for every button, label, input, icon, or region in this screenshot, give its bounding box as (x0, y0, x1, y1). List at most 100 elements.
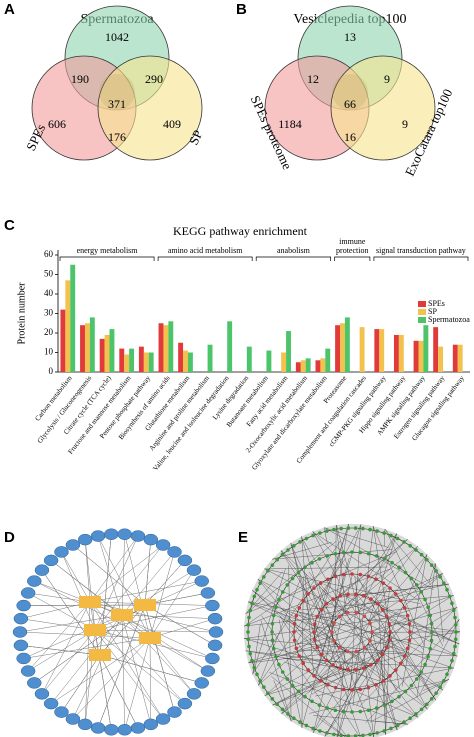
edge (357, 573, 443, 613)
edge (261, 615, 348, 737)
edge (97, 535, 151, 639)
node (270, 630, 274, 634)
node (246, 622, 251, 627)
node (252, 665, 257, 670)
node (16, 599, 31, 612)
node (318, 531, 322, 535)
node (270, 621, 275, 626)
edge (124, 534, 151, 639)
hub-node (134, 599, 156, 611)
hub-node (139, 632, 161, 644)
node (368, 732, 372, 737)
legend-label: SP (428, 307, 437, 316)
edge (252, 540, 341, 675)
group-label: immune protection (336, 237, 369, 255)
venn-number: 9 (402, 117, 408, 131)
node (382, 703, 387, 707)
node (143, 718, 159, 731)
node (311, 726, 315, 731)
node (453, 637, 458, 642)
bar (393, 334, 399, 372)
edge (61, 551, 96, 631)
node (104, 528, 119, 540)
node (270, 697, 275, 701)
edge (27, 592, 96, 631)
group-bracket (373, 256, 469, 261)
node (271, 613, 276, 618)
node (362, 614, 367, 619)
node (382, 531, 386, 535)
network-bg (244, 524, 460, 737)
legend-label: SPEs (428, 299, 445, 308)
bar (80, 325, 85, 372)
node (414, 712, 418, 716)
node (402, 540, 406, 544)
edge (308, 554, 428, 693)
node (402, 606, 407, 610)
node (311, 533, 315, 538)
node (384, 614, 389, 619)
bar (418, 340, 424, 372)
y-tick-label: 60 (44, 249, 54, 259)
bar (143, 352, 149, 372)
edge (27, 601, 91, 672)
node (397, 565, 401, 570)
node (306, 592, 310, 596)
node (280, 707, 285, 712)
node (294, 646, 299, 651)
node (200, 587, 216, 599)
node (453, 644, 457, 649)
node (43, 554, 59, 567)
bar (398, 334, 404, 372)
edge (290, 542, 315, 636)
node (258, 679, 262, 683)
edge (149, 637, 195, 695)
edge (20, 645, 101, 656)
node (292, 621, 297, 626)
edge (248, 630, 333, 663)
edge (324, 625, 390, 737)
bar (433, 327, 439, 372)
node (13, 612, 29, 625)
group-label-box: signal transduction pathway (376, 246, 466, 255)
group-label: amino acid metabolism (167, 246, 243, 255)
bar (99, 338, 105, 372)
edge (336, 650, 346, 737)
node (27, 677, 42, 689)
edge (149, 570, 195, 639)
edge (384, 529, 432, 586)
node (346, 526, 351, 530)
node (194, 575, 209, 587)
edge (315, 524, 362, 675)
edge (301, 536, 385, 679)
panel-letter: C (4, 217, 15, 234)
panel-letter: E (238, 529, 248, 546)
edge (335, 583, 449, 598)
node (333, 574, 338, 579)
bar (158, 323, 164, 372)
edge (368, 573, 443, 621)
edge (264, 586, 386, 697)
node (167, 546, 182, 558)
network-d (12, 528, 224, 736)
edge (97, 535, 123, 616)
edge (244, 615, 406, 639)
edge (72, 614, 123, 720)
edge (380, 607, 460, 645)
bar (315, 360, 321, 372)
edge (149, 551, 175, 639)
node (312, 630, 316, 634)
node (246, 637, 251, 642)
bar (109, 329, 115, 372)
edge (41, 629, 96, 695)
node (414, 677, 419, 681)
legend-label: Spermatozoa (428, 315, 470, 324)
node (369, 597, 373, 601)
edge (121, 551, 175, 616)
node (325, 731, 329, 735)
node (338, 594, 343, 598)
node (317, 557, 322, 561)
edge (94, 629, 186, 704)
node (310, 699, 314, 704)
node (301, 661, 306, 666)
